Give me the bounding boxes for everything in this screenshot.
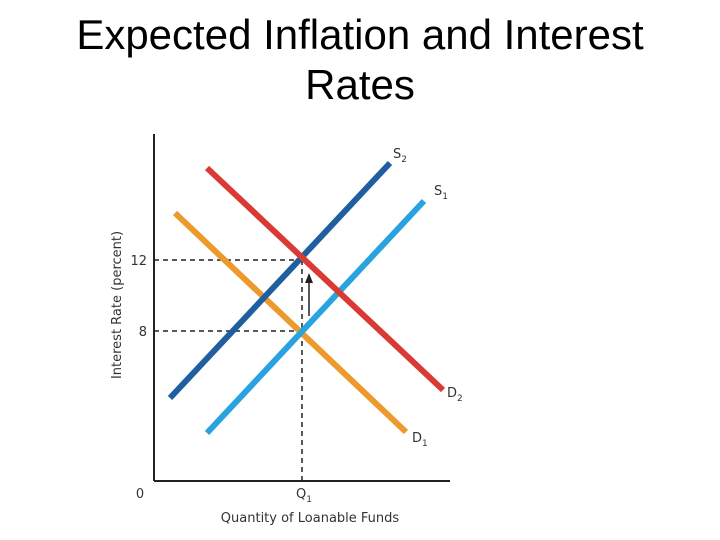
title-line-1: Expected Inflation and Interest bbox=[76, 11, 644, 58]
shift-arrow-head bbox=[305, 273, 313, 283]
title-line-2: Rates bbox=[305, 61, 415, 108]
y-tick-8: 8 bbox=[139, 325, 147, 340]
x-tick-q1: Q1 bbox=[296, 487, 312, 505]
label-d1: D1 bbox=[412, 431, 428, 449]
origin-label: 0 bbox=[136, 487, 144, 502]
label-s2: S2 bbox=[393, 147, 407, 165]
supply-curve-s1 bbox=[204, 198, 427, 436]
x-axis-label: Quantity of Loanable Funds bbox=[221, 511, 400, 526]
y-tick-12: 12 bbox=[130, 254, 147, 269]
y-axis-label: Interest Rate (percent) bbox=[110, 231, 125, 379]
label-s1: S1 bbox=[434, 184, 448, 202]
slide-title: Expected Inflation and Interest Rates bbox=[0, 10, 720, 110]
demand-curve-d1 bbox=[172, 210, 409, 435]
label-d2: D2 bbox=[447, 386, 463, 404]
supply-curve-s2 bbox=[167, 160, 393, 401]
demand-curve-d2 bbox=[204, 165, 446, 393]
